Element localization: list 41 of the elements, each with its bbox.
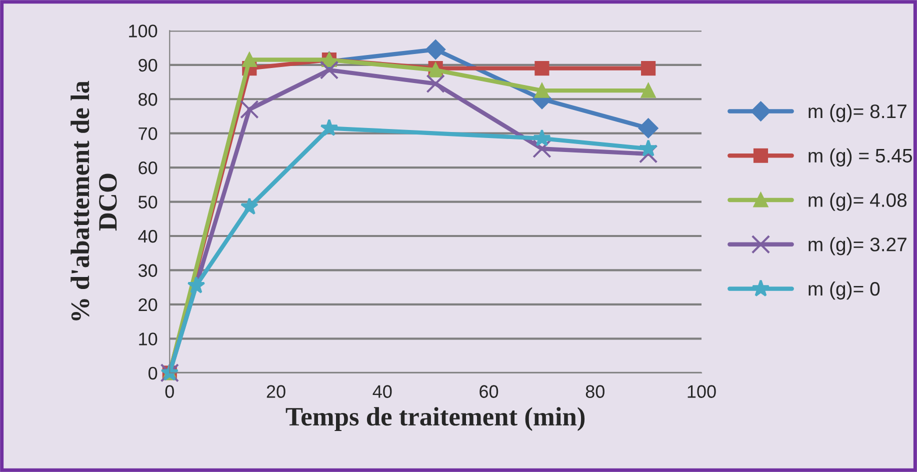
point (320, 60, 339, 80)
point (532, 129, 551, 146)
y-tick-label: 40 (138, 230, 158, 243)
x-tick-label: 80 (586, 385, 604, 398)
y-tick-label: 90 (138, 58, 158, 72)
x-tick-label: 20 (266, 385, 286, 398)
point (242, 52, 257, 68)
point (638, 144, 658, 164)
point (426, 74, 445, 94)
y-tick-label: 70 (138, 127, 158, 140)
x-tick-label: 40 (372, 385, 392, 398)
point (641, 61, 656, 76)
point (532, 139, 552, 158)
point (240, 198, 258, 215)
legend-label: m (g)= 3.27 (808, 237, 906, 256)
point (534, 83, 550, 98)
legend-label: m (g)= 0 (808, 281, 880, 300)
x-tick-label: 0 (165, 385, 174, 398)
y-tick-label: 50 (138, 196, 158, 208)
point (638, 118, 658, 138)
point (426, 40, 446, 60)
x-axis-title: Temps de traitement (min) (286, 407, 585, 432)
y-tick-label: 20 (138, 298, 158, 312)
x-tick-label: 100 (688, 385, 716, 398)
point (240, 100, 259, 119)
x-tick-label: 60 (480, 385, 498, 398)
legend-label: m (g) = 5.45 (808, 148, 912, 166)
point (187, 276, 206, 294)
y-tick-label: 30 (138, 264, 158, 277)
point (641, 83, 656, 98)
y-tick-label: 60 (138, 161, 158, 174)
y-tick-label: 100 (129, 24, 158, 38)
y-axis-title: % d'abattement de la DCO (70, 80, 117, 320)
y-tick-label: 80 (138, 93, 158, 106)
y-tick-label: 0 (148, 366, 158, 380)
legend-label: m (g)= 8.17 (808, 104, 906, 122)
point (320, 118, 338, 136)
legend-label: m (g)= 4.08 (808, 192, 907, 211)
point (639, 139, 658, 157)
point (534, 61, 550, 76)
y-tick-label: 10 (139, 332, 158, 346)
